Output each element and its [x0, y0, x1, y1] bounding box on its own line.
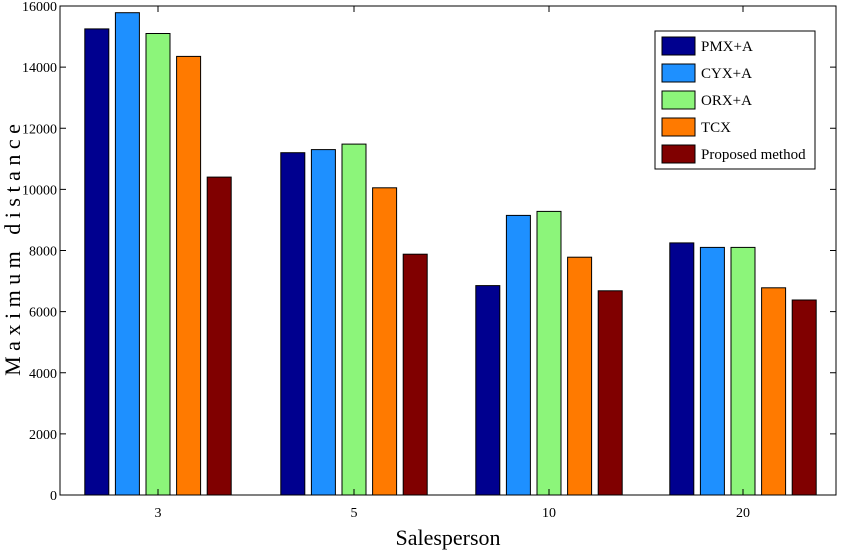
bar-proposed-method-10 [597, 290, 623, 496]
bar-cyx-a-10 [505, 214, 531, 496]
legend-label-proposed-method: Proposed method [701, 147, 806, 163]
x-tick-label-10: 10 [542, 506, 556, 521]
bar-pmx-a-3 [84, 28, 110, 496]
bars-layer [84, 12, 817, 496]
bar-proposed-method-5 [402, 253, 428, 496]
legend: PMX+A CYX+A ORX+A TCX Proposed method [654, 30, 816, 170]
bar-cyx-a-20 [699, 246, 725, 496]
bar-tcx-3 [176, 55, 202, 496]
legend-label-orx-a: ORX+A [701, 93, 752, 109]
bar-tcx-5 [372, 187, 398, 496]
legend-label-cyx-a: CYX+A [701, 66, 752, 82]
y-tick-label: 2000 [29, 428, 57, 443]
legend-swatch-pmx-a [661, 36, 696, 56]
x-tick-label-3: 3 [155, 506, 162, 521]
legend-label-tcx: TCX [701, 120, 731, 136]
bar-tcx-20 [761, 287, 787, 496]
legend-swatch-proposed-method [661, 144, 696, 164]
y-tick-label: 4000 [29, 367, 57, 382]
legend-swatch-cyx-a [661, 63, 696, 83]
legend-swatch-orx-a [661, 90, 696, 110]
bar-orx-a-20 [730, 246, 756, 496]
bar-pmx-a-10 [475, 285, 501, 496]
x-tick-label-5: 5 [351, 506, 358, 521]
x-axis-title: Salesperson [395, 525, 500, 550]
legend-label-pmx-a: PMX+A [701, 39, 753, 55]
bar-tcx-10 [567, 256, 593, 496]
bar-pmx-a-20 [669, 242, 695, 496]
bar-orx-a-3 [145, 33, 171, 496]
bar-orx-a-5 [341, 143, 367, 496]
y-tick-label: 12000 [22, 122, 57, 137]
bar-pmx-a-5 [280, 152, 306, 496]
y-axis: 0 2000 4000 6000 8000 10000 12000 14000 16000 [22, 0, 836, 504]
y-tick-label: 0 [50, 489, 57, 504]
bar-cyx-a-3 [114, 12, 140, 496]
bar-proposed-method-3 [206, 176, 232, 496]
y-tick-label: 8000 [29, 245, 57, 260]
y-tick-label: 10000 [22, 183, 57, 198]
bar-orx-a-10 [536, 210, 562, 496]
x-axis: 3 5 10 20 [155, 6, 750, 521]
y-tick-label: 14000 [22, 61, 57, 76]
y-tick-label: 16000 [22, 0, 57, 15]
x-tick-label-20: 20 [736, 506, 750, 521]
bar-proposed-method-20 [791, 299, 817, 496]
y-axis-title: M a x i m u m d i s t a n c e [0, 124, 25, 376]
legend-swatch-tcx [661, 117, 696, 137]
y-tick-label: 6000 [29, 306, 57, 321]
bar-cyx-a-5 [310, 149, 336, 496]
